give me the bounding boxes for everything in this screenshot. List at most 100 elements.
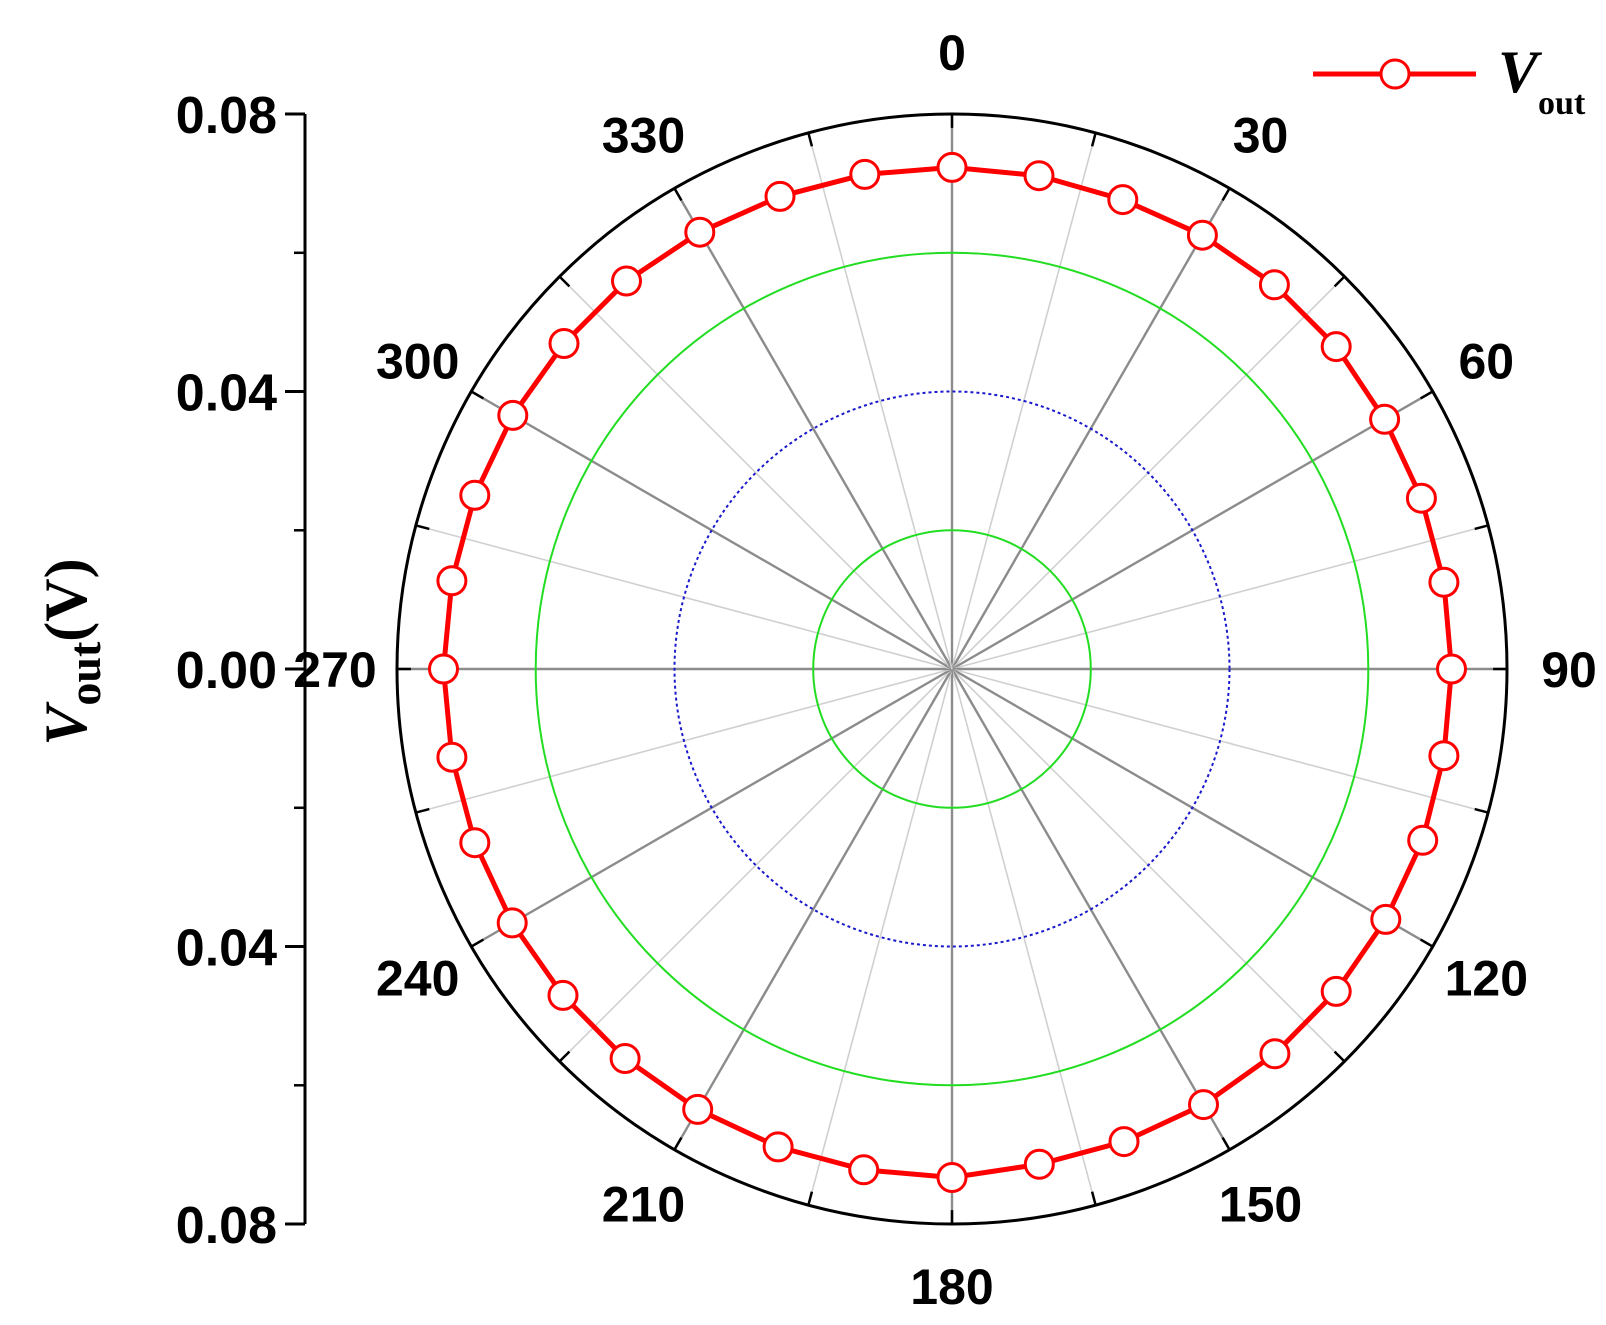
angular-tick-315 <box>558 275 571 288</box>
radial-tick-label-3: 0.04 <box>176 920 277 978</box>
angular-tick-285 <box>415 524 430 531</box>
radial-axis-title: Vout(V) <box>33 558 110 745</box>
data-point-70 <box>1405 482 1437 514</box>
angular-label-180: 180 <box>910 1259 993 1315</box>
data-point-300 <box>497 399 529 431</box>
outer-circle-axis <box>395 112 1509 1226</box>
data-point-50 <box>1320 331 1352 363</box>
data-point-240 <box>496 907 528 939</box>
angular-label-150: 150 <box>1219 1176 1302 1232</box>
data-point-340 <box>764 180 796 212</box>
angular-label-270: 270 <box>293 642 376 698</box>
radial-axis-title-symbol: V <box>33 701 99 746</box>
spoke-195 <box>807 668 953 1206</box>
data-point-230 <box>547 979 579 1011</box>
data-point-280 <box>436 565 468 597</box>
data-point-100 <box>1428 740 1460 772</box>
data-point-320 <box>611 265 642 297</box>
angular-tick-60 <box>1419 390 1434 400</box>
angular-tick-135 <box>1333 1050 1346 1063</box>
radial-tick-label-0: 0.08 <box>176 87 277 145</box>
angular-tick-225 <box>558 1050 571 1063</box>
data-point-60 <box>1369 403 1401 435</box>
legend: Vout <box>1313 39 1586 122</box>
angular-label-60: 60 <box>1458 334 1514 390</box>
data-point-210 <box>682 1093 714 1125</box>
angular-tick-165 <box>1090 1191 1097 1206</box>
radial-gridline-1 <box>673 390 1231 948</box>
data-point-220 <box>609 1043 641 1074</box>
series-vout <box>428 151 1467 1193</box>
data-point-250 <box>459 827 491 859</box>
spoke-225 <box>559 668 953 1062</box>
data-point-150 <box>1188 1089 1219 1121</box>
data-point-120 <box>1370 903 1402 935</box>
angular-label-120: 120 <box>1445 951 1528 1007</box>
radial-tick-label-4: 0.08 <box>176 1197 277 1255</box>
data-point-160 <box>1108 1126 1140 1158</box>
data-point-40 <box>1258 269 1290 301</box>
legend-marker <box>1379 58 1411 90</box>
data-point-330 <box>684 216 716 248</box>
angular-tick-150 <box>1221 1136 1231 1151</box>
angular-label-0: 0 <box>938 25 966 81</box>
angular-label-240: 240 <box>376 951 459 1007</box>
angular-tick-75 <box>1474 524 1489 531</box>
radial-axis-title-subscript: out <box>59 641 110 706</box>
angular-tick-345 <box>807 132 814 147</box>
angular-tick-300 <box>470 390 485 400</box>
data-point-90 <box>1436 653 1467 685</box>
angular-tick-330 <box>673 187 683 202</box>
angular-tick-210 <box>673 1136 683 1151</box>
data-point-350 <box>849 158 881 190</box>
spoke-165 <box>951 668 1097 1206</box>
spoke-330 <box>673 187 954 670</box>
radial-tick-label-2: 0.00 <box>176 642 277 700</box>
spoke-210 <box>673 668 954 1151</box>
data-point-30 <box>1186 219 1218 251</box>
spoke-315 <box>559 276 953 670</box>
data-point-190 <box>848 1154 880 1186</box>
angular-tick-labels: 0 30 60 90 120 150 180 210 240 270 300 330 <box>293 25 1597 1315</box>
angular-label-330: 330 <box>602 108 685 164</box>
radial-gridline-2 <box>534 251 1370 1087</box>
legend-label-symbol: V <box>1498 39 1543 105</box>
angular-tick-45 <box>1333 275 1346 288</box>
angular-tick-255 <box>415 807 430 814</box>
data-point-260 <box>436 741 468 773</box>
data-point-290 <box>459 479 491 511</box>
radial-axis: 0.08 0.04 0.00 0.04 0.08 <box>176 87 307 1255</box>
angular-label-300: 300 <box>376 334 459 390</box>
data-point-130 <box>1320 975 1352 1007</box>
svg-text:Vout(V): Vout(V) <box>33 558 110 745</box>
angular-tick-15 <box>1090 132 1097 147</box>
data-point-0 <box>936 151 968 183</box>
data-point-170 <box>1023 1148 1055 1180</box>
data-point-310 <box>548 328 580 359</box>
angular-tick-240 <box>470 938 485 948</box>
angular-tick-30 <box>1221 187 1231 202</box>
data-point-10 <box>1023 160 1055 192</box>
angular-tick-105 <box>1474 807 1489 814</box>
angular-tick-120 <box>1419 938 1434 948</box>
radial-gridlines <box>534 251 1370 1087</box>
radial-gridline-0 <box>812 529 1092 809</box>
data-point-140 <box>1259 1038 1291 1070</box>
angular-label-90: 90 <box>1541 642 1597 698</box>
angular-label-210: 210 <box>602 1176 685 1232</box>
data-point-270 <box>428 653 459 685</box>
data-point-180 <box>936 1162 968 1193</box>
angular-tick-195 <box>807 1191 814 1206</box>
angular-gridlines <box>397 114 1507 1224</box>
spoke-15 <box>951 132 1097 670</box>
radial-axis-title-unit: (V) <box>33 558 99 641</box>
data-point-110 <box>1407 824 1439 856</box>
angular-label-30: 30 <box>1233 108 1289 164</box>
spoke-345 <box>807 132 953 670</box>
data-point-200 <box>762 1131 794 1163</box>
legend-label-subscript: out <box>1538 85 1586 122</box>
data-point-20 <box>1107 184 1139 216</box>
data-point-80 <box>1428 566 1460 598</box>
svg-text:Vout: Vout <box>1498 39 1586 122</box>
